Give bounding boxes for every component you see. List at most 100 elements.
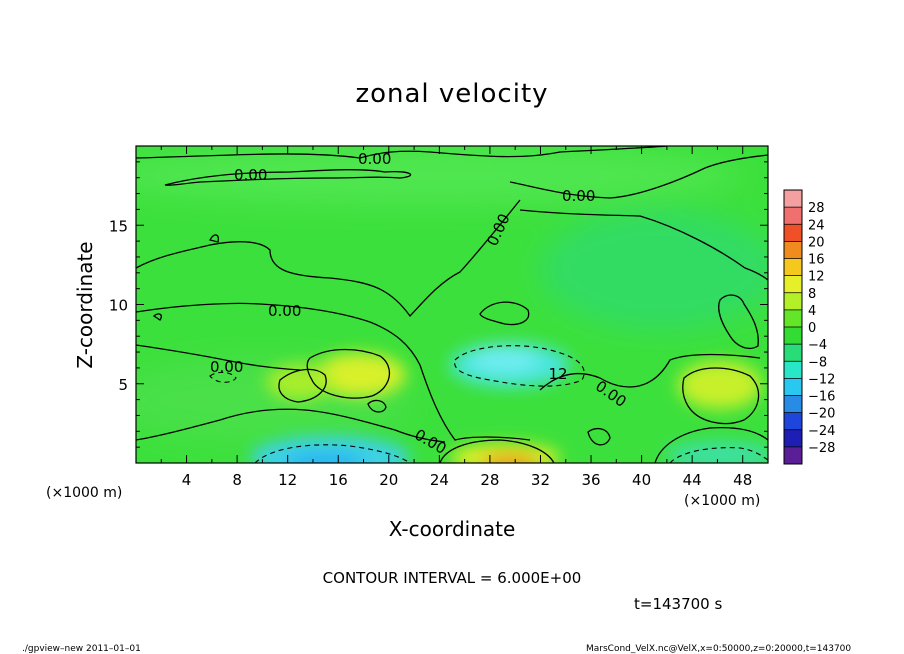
upper-greenish-band xyxy=(136,146,740,205)
y-tick-labels: 5 10 15 xyxy=(109,217,128,394)
positive-core-right xyxy=(678,361,762,409)
contour-line xyxy=(587,427,611,446)
contour-line xyxy=(136,408,446,443)
colorbar-cell xyxy=(784,258,802,277)
contour-label: 0.00 xyxy=(234,166,267,184)
positive-core-mid xyxy=(314,353,406,397)
chart-title: zonal velocity xyxy=(355,79,548,109)
y-axis-unit: (×1000 m) xyxy=(46,485,122,501)
x-tick-label: 44 xyxy=(683,471,702,489)
positive-core-left xyxy=(266,364,334,400)
contour-line xyxy=(254,444,411,463)
colorbar-label: 24 xyxy=(808,218,825,233)
colorbar-cells xyxy=(784,190,802,465)
contour-line xyxy=(164,169,412,186)
x-tick-label: 40 xyxy=(632,471,651,489)
colorbar-label: −24 xyxy=(808,424,835,439)
contour-label: 12 xyxy=(548,365,567,383)
colorbar-cell xyxy=(784,292,802,311)
plot-area: 0.00 0.00 0.00 0.00 0.00 0.00 0.00 0.00 … xyxy=(136,146,768,463)
x-tick-label: 20 xyxy=(379,471,398,489)
colorbar-cell xyxy=(784,190,802,208)
colorbar-label: −4 xyxy=(808,338,827,353)
positive-core-bottom-inner xyxy=(480,454,540,463)
colorbar-label: 0 xyxy=(808,321,816,336)
dashed-contours xyxy=(209,345,768,463)
colorbar-cell xyxy=(784,327,802,345)
x-tick-label: 8 xyxy=(232,471,242,489)
colorbar-cell xyxy=(784,446,802,465)
colorbar: 28 24 20 16 12 8 4 0 −4 −8 −12 −16 −20 −24 −28 xyxy=(783,189,835,465)
contour-line xyxy=(209,371,237,383)
y-tick-label: 5 xyxy=(118,376,128,394)
colorbar-cell xyxy=(784,344,802,362)
contour-line xyxy=(654,426,768,463)
contour-label: 0.00 xyxy=(210,358,243,376)
negative-core-right xyxy=(665,441,768,463)
time-stamp: t=143700 s xyxy=(634,595,722,613)
y-tick-label: 10 xyxy=(109,297,128,315)
colorbar-label: 16 xyxy=(808,253,825,268)
contour-line xyxy=(278,368,327,403)
colorbar-label: 4 xyxy=(808,304,816,319)
colorbar-cell xyxy=(784,224,802,242)
colorbar-cell xyxy=(784,241,802,259)
colorbar-cell xyxy=(784,412,802,431)
colorbar-cell xyxy=(784,207,802,225)
colorbar-cell xyxy=(784,361,802,379)
contour-line xyxy=(682,367,760,425)
contour-line xyxy=(439,439,555,463)
x-tick-label: 24 xyxy=(430,471,449,489)
contour-line xyxy=(136,344,301,371)
x-tick-label: 12 xyxy=(278,471,297,489)
contour-label: 0.00 xyxy=(358,150,391,168)
axis-ticks xyxy=(136,146,768,463)
colorbar-label: 8 xyxy=(808,287,816,302)
contour-lines xyxy=(136,146,768,463)
colorbar-label: −16 xyxy=(808,390,835,405)
contour-line xyxy=(367,399,387,413)
contour-line xyxy=(479,301,530,326)
x-tick-label: 16 xyxy=(329,471,348,489)
negative-core-bottom xyxy=(250,436,410,463)
colorbar-label: −12 xyxy=(808,372,835,387)
x-axis-label: X-coordinate xyxy=(389,517,516,541)
contour-line xyxy=(152,313,162,321)
contour-label: 0.00 xyxy=(268,302,301,320)
x-tick-label: 28 xyxy=(480,471,499,489)
colorbar-cell xyxy=(784,275,802,294)
x-tick-label: 32 xyxy=(531,471,550,489)
negative-core-center-inner xyxy=(471,348,539,372)
colorbar-label: 12 xyxy=(808,270,825,285)
colorbar-label: −8 xyxy=(808,355,827,370)
contour-line xyxy=(539,353,761,391)
colorbar-labels: 28 24 20 16 12 8 4 0 −4 −8 −12 −16 −20 −24 −28 xyxy=(808,201,835,456)
x-tick-label: 4 xyxy=(182,471,192,489)
y-axis-label: Z-coordinate xyxy=(73,241,97,368)
colorbar-label: 20 xyxy=(808,235,825,250)
footer-right: MarsCond_VelX.nc@VelX,x=0:50000,z=0:2000… xyxy=(586,644,851,654)
colorbar-label: −20 xyxy=(808,407,835,422)
contour-label: 0.00 xyxy=(562,187,595,205)
colorbar-cell xyxy=(784,395,802,414)
x-axis-unit: (×1000 m) xyxy=(684,493,760,509)
footer-left: ./gpview–new 2011–01–01 xyxy=(22,644,141,654)
y-tick-label: 15 xyxy=(109,217,128,235)
contour-line xyxy=(519,209,768,281)
contour-line xyxy=(669,447,768,463)
colorbar-frame xyxy=(783,189,803,465)
contour-line xyxy=(306,348,390,399)
colorbar-cell xyxy=(784,309,802,328)
x-tick-label: 36 xyxy=(581,471,600,489)
colorbar-label: −28 xyxy=(808,441,835,456)
x-tick-label: 48 xyxy=(733,471,752,489)
contour-interval-note: CONTOUR INTERVAL = 6.000E+00 xyxy=(323,569,582,587)
contour-line xyxy=(718,294,759,350)
contour-line xyxy=(136,302,531,441)
colorbar-cell xyxy=(784,429,802,448)
colorbar-cell xyxy=(784,378,802,396)
contour-line xyxy=(209,234,220,243)
negative-core-bottom-inner xyxy=(285,452,365,463)
contour-line xyxy=(454,345,585,387)
